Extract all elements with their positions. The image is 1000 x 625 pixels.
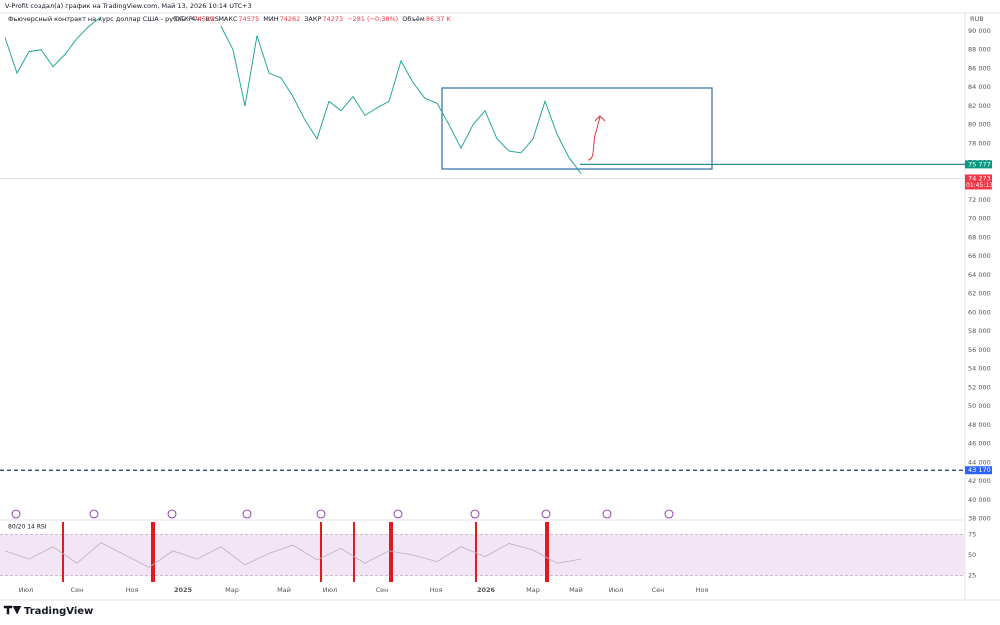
rsi-level-label: 75 [968,530,976,538]
rsi-band [0,534,965,576]
x-tick-label: Ноя [430,586,443,594]
event-icon [167,509,177,519]
event-icon [541,509,551,519]
y-tick-label: 50 000 [968,402,991,410]
x-tick-label: Сен [652,586,665,594]
y-tick-label: 64 000 [968,271,991,279]
rsi-level-label: 50 [968,551,976,559]
x-tick-label: Май [277,586,291,594]
x-tick-label: Сен [376,586,389,594]
range-box [441,87,713,170]
y-tick-label: 68 000 [968,233,991,241]
rsi-signal [62,522,64,582]
y-tick-label: 84 000 [968,83,991,91]
y-tick-label: 40 000 [968,496,991,504]
y-tick-label: 38 000 [968,515,991,523]
y-tick-label: 56 000 [968,346,991,354]
x-tick-label: Июл [323,586,338,594]
x-tick-label: Ноя [126,586,139,594]
price-tag [965,160,992,169]
rsi-title: 80/20 14 RSI [8,524,47,531]
event-icon [89,509,99,519]
event-icon [11,509,21,519]
event-icon [242,509,252,519]
y-tick-label: 46 000 [968,440,991,448]
x-tick-label: Мар [225,586,239,594]
price-tag-label: 43 170 [968,466,991,474]
y-tick-label: 44 000 [968,458,991,466]
x-tick-label: 2026 [477,586,496,594]
y-tick-label: 80 000 [968,121,991,129]
x-tick-label: Сен [71,586,84,594]
rsi-signal [545,522,549,582]
y-tick-label: 54 000 [968,365,991,373]
rsi-signal [320,522,322,582]
ohlc-label: МАКС [218,15,238,23]
y-tick-label: 70 000 [968,215,991,223]
rsi-signal [353,522,355,582]
x-tick-label: Июл [609,586,624,594]
ohlc-label: ЗАКР [304,15,321,23]
event-icon [393,509,403,519]
y-tick-label: 60 000 [968,308,991,316]
y-tick-label: 66 000 [968,252,991,260]
rsi-signal [151,522,155,582]
currency: RUB [970,15,984,23]
x-tick-label: Мар [526,586,540,594]
logo: TradingView [24,606,93,617]
y-tick-label: 72 000 [968,196,991,204]
ohlc-label: Объём [402,15,425,23]
logo-icon [3,605,22,615]
symbol: Фьючерсный контракт на курс доллар США -… [8,15,219,23]
price-tag [965,174,992,190]
rsi-level-label: 25 [968,572,976,580]
ohlc-label: ОТКР [175,15,193,23]
y-tick-label: 52 000 [968,383,991,391]
price-tag-label: 75 777 [968,160,991,168]
ohlc-value: −281 (−0,38%) [347,15,398,23]
x-tick-label: Май [569,586,583,594]
y-tick-label: 48 000 [968,421,991,429]
event-icon [664,509,674,519]
credit: V-Profit создал(а) график на TradingView… [5,2,252,10]
ohlc-label: МИН [263,15,278,23]
ohlc-value: 74273 [322,15,343,23]
y-tick-label: 86 000 [968,64,991,72]
y-tick-label: 42 000 [968,477,991,485]
y-tick-label: 62 000 [968,290,991,298]
rsi-line [4,542,582,568]
rsi-signal [475,522,477,582]
x-tick-label: Июл [19,586,34,594]
event-icon [470,509,480,519]
ohlc-value: 74262 [280,15,301,23]
ohlc-value: 74575 [239,15,260,23]
ohlc-value: 86,37 K [426,15,452,23]
forecast-arrow [587,115,606,161]
y-tick-label: 78 000 [968,140,991,148]
rsi-signal [389,522,393,582]
price-tag-timer: 01:45:13 [966,182,993,189]
x-tick-label: 2025 [174,586,193,594]
y-tick-label: 88 000 [968,46,991,54]
y-tick-label: 58 000 [968,327,991,335]
event-icon [602,509,612,519]
price-line [4,16,582,174]
price-tag-label: 74 273 [968,174,991,182]
y-tick-label: 90 000 [968,27,991,35]
event-icon [316,509,326,519]
y-tick-label: 82 000 [968,102,991,110]
x-tick-label: Ноя [696,586,709,594]
ohlc-value: 74521 [194,15,215,23]
price-tag [965,466,992,475]
